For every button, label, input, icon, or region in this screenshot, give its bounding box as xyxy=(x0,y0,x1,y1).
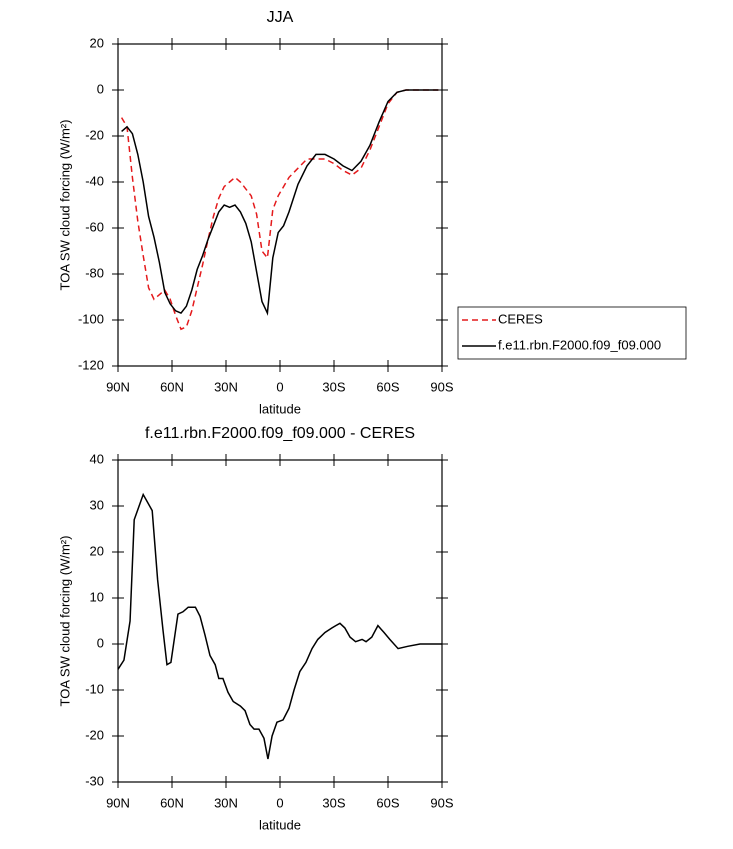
x-tick-label: 60N xyxy=(160,379,184,394)
x-tick-label: 60S xyxy=(376,795,399,810)
y-tick-label: -20 xyxy=(85,727,104,742)
data-line xyxy=(117,492,442,760)
y-tick-label: -120 xyxy=(78,357,104,372)
x-tick-label: 0 xyxy=(276,379,283,394)
y-tick-label: 0 xyxy=(97,635,104,650)
legend-box xyxy=(457,306,687,360)
x-tick-label: 90S xyxy=(430,379,453,394)
x-tick-label: 30S xyxy=(322,795,345,810)
x-tick-label: 90N xyxy=(106,379,130,394)
y-tick-label: -20 xyxy=(85,127,104,142)
y-tick-label: 40 xyxy=(90,451,104,466)
x-axis-label: latitude xyxy=(259,817,301,832)
x-tick-label: 60N xyxy=(160,795,184,810)
plot-frame xyxy=(117,43,443,367)
y-tick-label: 0 xyxy=(97,81,104,96)
chart-title: JJA xyxy=(267,9,294,26)
y-tick-label: -30 xyxy=(85,773,104,788)
legend-label: f.e11.rbn.F2000.f09_f09.000 xyxy=(498,337,661,352)
legend-label: CERES xyxy=(498,311,543,326)
y-tick-label: 30 xyxy=(90,497,104,512)
x-tick-label: 30N xyxy=(214,379,238,394)
chart-title: f.e11.rbn.F2000.f09_f09.000 - CERES xyxy=(145,425,415,442)
x-tick-label: 60S xyxy=(376,379,399,394)
x-tick-label: 90N xyxy=(106,795,130,810)
x-tick-label: 30S xyxy=(322,379,345,394)
y-tick-label: -100 xyxy=(78,311,104,326)
x-axis-label: latitude xyxy=(259,401,301,416)
y-tick-label: 10 xyxy=(90,589,104,604)
y-tick-label: -80 xyxy=(85,265,104,280)
y-tick-label: -10 xyxy=(85,681,104,696)
y-tick-label: -60 xyxy=(85,219,104,234)
plot-frame xyxy=(117,459,443,783)
x-tick-label: 90S xyxy=(430,795,453,810)
y-tick-label: 20 xyxy=(90,543,104,558)
x-tick-label: 30N xyxy=(214,795,238,810)
y-axis-label: TOA SW cloud forcing (W/m²) xyxy=(57,536,72,707)
x-tick-label: 0 xyxy=(276,795,283,810)
y-axis-label: TOA SW cloud forcing (W/m²) xyxy=(57,120,72,291)
y-tick-label: -40 xyxy=(85,173,104,188)
data-line xyxy=(120,89,439,331)
data-line xyxy=(121,89,439,316)
y-tick-label: 20 xyxy=(90,35,104,50)
